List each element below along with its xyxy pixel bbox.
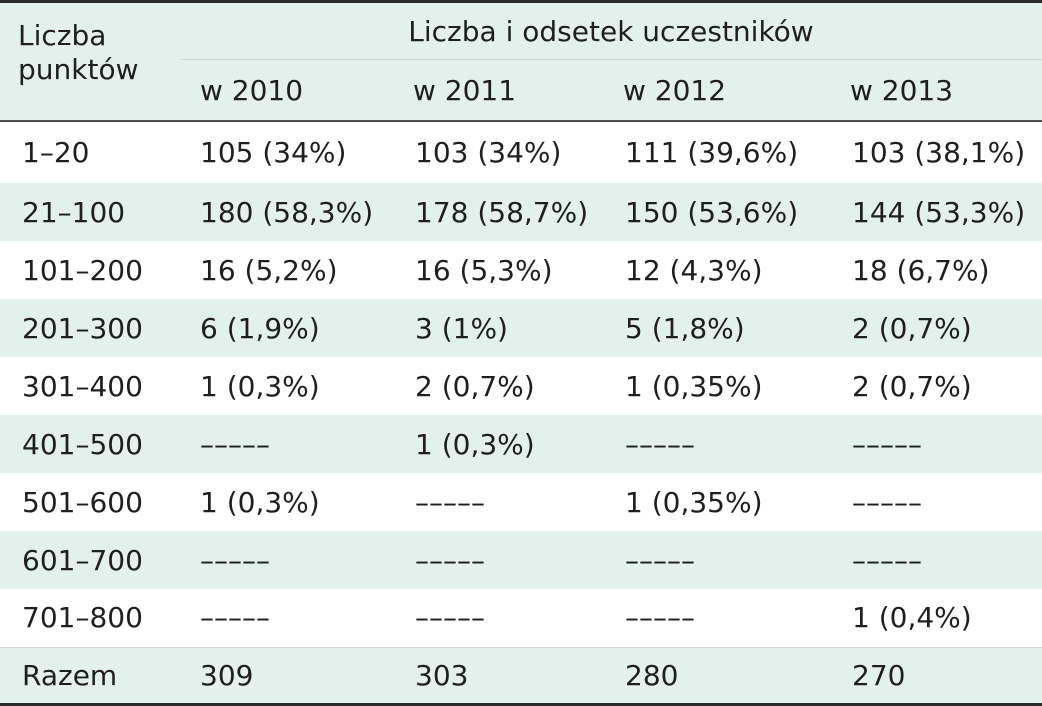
table-row: 401–500 ––––– 1 (0,3%) ––––– ––––– [0, 415, 1042, 473]
participants-cell: ––––– [200, 427, 270, 461]
participants-cell: 1 (0,3%) [200, 369, 320, 403]
participants-cell: 1 (0,4%) [852, 601, 972, 635]
participants-group-header: Liczba i odsetek uczestników [180, 3, 1042, 60]
points-range-cell: 201–300 [22, 311, 143, 345]
participants-cell: 2 (0,7%) [852, 369, 972, 403]
participants-cell: 111 (39,6%) [625, 136, 799, 169]
participants-cell: 12 (4,3%) [625, 253, 763, 287]
table-body: 1–20 105 (34%) 103 (34%) 111 (39,6%) 103 (38… [0, 121, 1042, 703]
participants-cell: 103 (34%) [415, 136, 562, 169]
participants-cell: ––––– [415, 543, 485, 577]
participants-cell: 1 (0,3%) [415, 427, 535, 461]
table-row: 21–100 180 (58,3%) 178 (58,7%) 150 (53,6%) 1… [0, 183, 1042, 241]
participants-cell: ––––– [852, 485, 922, 519]
points-header-line-2: punktów [18, 53, 139, 86]
points-range-cell: 401–500 [22, 427, 143, 461]
header-row-group: Liczba punktów Liczba i odsetek uczestni… [0, 3, 1042, 86]
participants-cell: 144 (53,3%) [852, 195, 1026, 229]
participants-cell: ––––– [625, 601, 695, 635]
participants-cell: 3 (1%) [415, 311, 508, 345]
table-row: 601–700 ––––– ––––– ––––– ––––– [0, 531, 1042, 589]
points-range-cell: 101–200 [22, 253, 143, 287]
total-row: Razem 309 303 280 270 [0, 647, 1042, 703]
participants-cell: 2 (0,7%) [415, 369, 535, 403]
points-range-cell: 21–100 [22, 195, 126, 229]
points-column-header: Liczba punktów [0, 3, 180, 121]
points-header-line-1: Liczba [18, 19, 107, 52]
participants-table: Liczba punktów Liczba i odsetek uczestni… [0, 3, 1042, 703]
participants-cell: ––––– [200, 543, 270, 577]
points-range-cell: 1–20 [22, 136, 90, 169]
participants-cell: 150 (53,6%) [625, 195, 799, 229]
table-header: Liczba punktów Liczba i odsetek uczestni… [0, 3, 1042, 121]
points-range-cell: 601–700 [22, 543, 143, 577]
year-header: w 2010 [200, 73, 304, 107]
participants-cell: ––––– [625, 427, 695, 461]
participants-cell: 2 (0,7%) [852, 311, 972, 345]
total-cell: 270 [852, 658, 906, 692]
participants-cell: 5 (1,8%) [625, 311, 745, 345]
participants-cell: ––––– [415, 601, 485, 635]
participants-cell: 103 (38,1%) [852, 136, 1026, 169]
participants-cell: ––––– [852, 543, 922, 577]
participants-cell: ––––– [625, 543, 695, 577]
participants-cell: 1 (0,35%) [625, 369, 763, 403]
participants-cell: ––––– [415, 485, 485, 519]
total-cell: 309 [200, 658, 254, 692]
participants-cell: 1 (0,3%) [200, 485, 320, 519]
participants-cell: ––––– [200, 601, 270, 635]
table-row: 201–300 6 (1,9%) 3 (1%) 5 (1,8%) 2 (0,7%) [0, 299, 1042, 357]
points-range-cell: 701–800 [22, 601, 143, 635]
table-row: 301–400 1 (0,3%) 2 (0,7%) 1 (0,35%) 2 (0,7%) [0, 357, 1042, 415]
table-row: 101–200 16 (5,2%) 16 (5,3%) 12 (4,3%) 18 (6,… [0, 241, 1042, 299]
participants-cell: ––––– [852, 427, 922, 461]
participants-cell: 6 (1,9%) [200, 311, 320, 345]
participants-cell: 18 (6,7%) [852, 253, 990, 287]
total-cell: 280 [625, 658, 679, 692]
participants-cell: 16 (5,2%) [200, 253, 338, 287]
table-row: 501–600 1 (0,3%) ––––– 1 (0,35%) ––––– [0, 473, 1042, 531]
participants-cell: 1 (0,35%) [625, 485, 763, 519]
year-header: w 2013 [850, 73, 954, 107]
participants-cell: 105 (34%) [200, 136, 347, 169]
total-cell: 303 [415, 658, 469, 692]
points-range-cell: 301–400 [22, 369, 143, 403]
points-range-cell: 501–600 [22, 485, 143, 519]
table-row: 1–20 105 (34%) 103 (34%) 111 (39,6%) 103 (38… [0, 121, 1042, 183]
year-header: w 2011 [413, 73, 517, 107]
participants-cell: 180 (58,3%) [200, 195, 374, 229]
year-header: w 2012 [623, 73, 727, 107]
participants-cell: 178 (58,7%) [415, 195, 589, 229]
total-label: Razem [22, 658, 118, 692]
participants-cell: 16 (5,3%) [415, 253, 553, 287]
table-row: 701–800 ––––– ––––– ––––– 1 (0,4%) [0, 589, 1042, 647]
